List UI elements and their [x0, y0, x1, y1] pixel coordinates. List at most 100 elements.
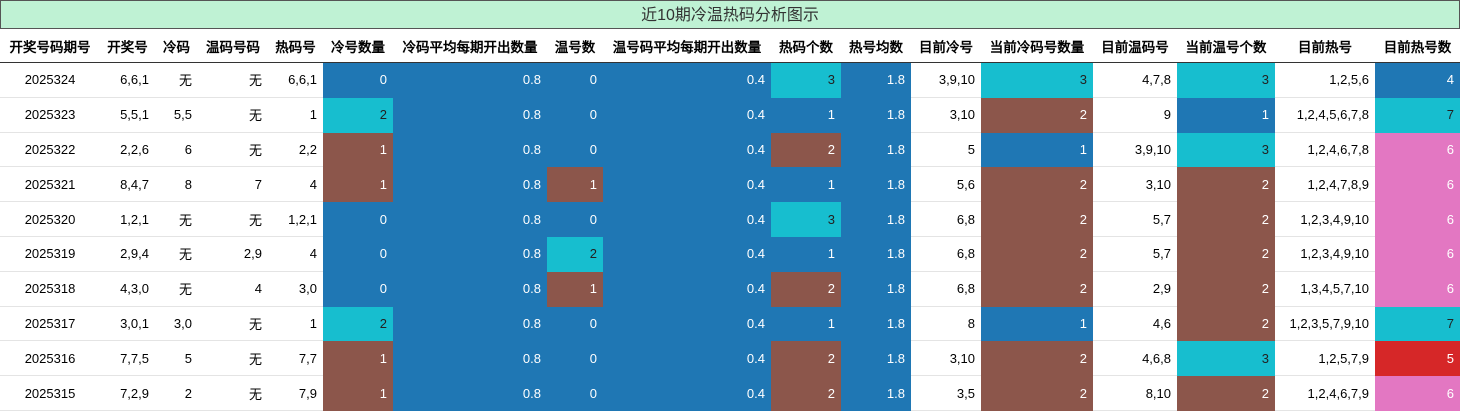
table-cell: 6 — [1375, 166, 1460, 203]
table-cell: 0 — [547, 62, 603, 98]
data-table: 开奖号码期号 开奖号 冷码 温码号码 热码号 冷号数量 冷码平均每期开出数量 温号数 温号码平均… — [0, 29, 1460, 411]
table-cell: 2 — [981, 97, 1093, 133]
table-cell: 2025324 — [0, 62, 100, 98]
table-cell: 0 — [547, 306, 603, 342]
table-cell: 0.8 — [393, 132, 547, 168]
table-cell: 0.8 — [393, 201, 547, 237]
table-cell: 1 — [268, 97, 323, 133]
table-cell: 3,10 — [911, 340, 981, 377]
column-header: 冷号数量 — [323, 29, 393, 63]
table-cell: 0.4 — [603, 340, 771, 377]
table-cell: 1 — [1177, 97, 1275, 133]
table-cell: 3 — [1177, 62, 1275, 98]
table-cell: 4 — [198, 271, 268, 307]
table-cell: 0 — [547, 375, 603, 411]
table-cell: 2025322 — [0, 132, 100, 168]
column-header: 冷码 — [155, 29, 198, 63]
table-cell: 4,6,8 — [1093, 340, 1177, 377]
table-cell: 2,2,6 — [100, 132, 155, 168]
table-row: 2025318 4,3,0 无 4 3,0 0 0.8 1 0.4 2 1.8 6,8 2 2,9 2 1,3… — [0, 271, 1460, 307]
table-cell: 0 — [323, 271, 393, 307]
table-cell: 2 — [771, 132, 841, 168]
table-cell: 1,2,3,4,9,10 — [1275, 201, 1375, 237]
table-cell: 2,9 — [198, 236, 268, 272]
table-row: 2025323 5,5,1 5,5 无 1 2 0.8 0 0.4 1 1.8 3,10 2 9 1 1,2,… — [0, 97, 1460, 133]
table-cell: 无 — [198, 97, 268, 133]
table-cell: 2 — [1177, 306, 1275, 342]
table-cell: 2025319 — [0, 236, 100, 272]
table-cell: 3 — [1177, 340, 1275, 377]
table-cell: 7 — [198, 166, 268, 203]
table-cell: 3,10 — [911, 97, 981, 133]
table-cell: 无 — [155, 62, 198, 98]
table-cell: 2 — [981, 340, 1093, 377]
table-cell: 3 — [981, 62, 1093, 98]
table-cell: 2 — [771, 271, 841, 307]
table-cell: 1.8 — [841, 236, 911, 272]
table-cell: 无 — [198, 62, 268, 98]
table-cell: 1,2,4,6,7,9 — [1275, 375, 1375, 411]
table-cell: 1.8 — [841, 306, 911, 342]
table-cell: 2,9 — [1093, 271, 1177, 307]
table-cell: 1 — [771, 306, 841, 342]
table-cell: 7 — [1375, 97, 1460, 133]
table-cell: 0 — [547, 201, 603, 237]
table-cell: 8 — [911, 306, 981, 342]
table-cell: 6,6,1 — [268, 62, 323, 98]
table-cell: 0 — [323, 62, 393, 98]
table-cell: 0.4 — [603, 375, 771, 411]
table-cell: 0 — [323, 201, 393, 237]
table-cell: 0.4 — [603, 236, 771, 272]
table-cell: 6 — [1375, 271, 1460, 307]
table-cell: 1 — [547, 271, 603, 307]
table-cell: 无 — [198, 375, 268, 411]
table-cell: 2 — [981, 236, 1093, 272]
table-cell: 5,7 — [1093, 236, 1177, 272]
table-cell: 1.8 — [841, 166, 911, 203]
table-cell: 1 — [323, 375, 393, 411]
table-cell: 2 — [1177, 201, 1275, 237]
table-cell: 2,9,4 — [100, 236, 155, 272]
table-cell: 5 — [1375, 340, 1460, 377]
column-header: 冷码平均每期开出数量 — [393, 29, 547, 63]
table-cell: 1,2,1 — [100, 201, 155, 237]
table-cell: 5,5,1 — [100, 97, 155, 133]
table-row: 2025316 7,7,5 5 无 7,7 1 0.8 0 0.4 2 1.8 3,10 2 4,6,8 3… — [0, 340, 1460, 377]
table-cell: 2 — [323, 306, 393, 342]
table-cell: 1,2,5,7,9 — [1275, 340, 1375, 377]
table-cell: 4 — [268, 236, 323, 272]
table-row: 2025319 2,9,4 无 2,9 4 0 0.8 2 0.4 1 1.8 6,8 2 5,7 2 1,2… — [0, 236, 1460, 272]
table-cell: 1,2,3,5,7,9,10 — [1275, 306, 1375, 342]
table-cell: 2025315 — [0, 375, 100, 411]
table-cell: 0 — [547, 132, 603, 168]
table-cell: 6 — [1375, 236, 1460, 272]
table-cell: 1,2,4,6,7,8 — [1275, 132, 1375, 168]
table-cell: 7,7 — [268, 340, 323, 377]
table-cell: 2025320 — [0, 201, 100, 237]
table-cell: 2 — [155, 375, 198, 411]
column-header: 当前冷码号数量 — [981, 29, 1093, 63]
table-cell: 1 — [771, 236, 841, 272]
table-cell: 1.8 — [841, 201, 911, 237]
column-header: 温号数 — [547, 29, 603, 63]
table-cell: 1 — [981, 306, 1093, 342]
table-cell: 3,9,10 — [911, 62, 981, 98]
table-cell: 4,7,8 — [1093, 62, 1177, 98]
table-cell: 4,3,0 — [100, 271, 155, 307]
table-cell: 0.4 — [603, 62, 771, 98]
table-cell: 0.4 — [603, 201, 771, 237]
table-cell: 0.8 — [393, 97, 547, 133]
table-cell: 6,8 — [911, 271, 981, 307]
column-header: 当前温号个数 — [1177, 29, 1275, 63]
table-cell: 1 — [771, 97, 841, 133]
column-header: 目前冷号 — [911, 29, 981, 63]
table-row: 2025324 6,6,1 无无 6,6,1 0 0.8 0 0.4 3 1.8 3,9,10 3 4,… — [0, 62, 1460, 98]
table-cell: 1,2,4,5,6,7,8 — [1275, 97, 1375, 133]
table-cell: 3,9,10 — [1093, 132, 1177, 168]
table-cell: 4,6 — [1093, 306, 1177, 342]
table-cell: 0.4 — [603, 271, 771, 307]
table-cell: 1 — [981, 132, 1093, 168]
table-cell: 0.4 — [603, 132, 771, 168]
column-header: 目前热号数 — [1375, 29, 1460, 63]
